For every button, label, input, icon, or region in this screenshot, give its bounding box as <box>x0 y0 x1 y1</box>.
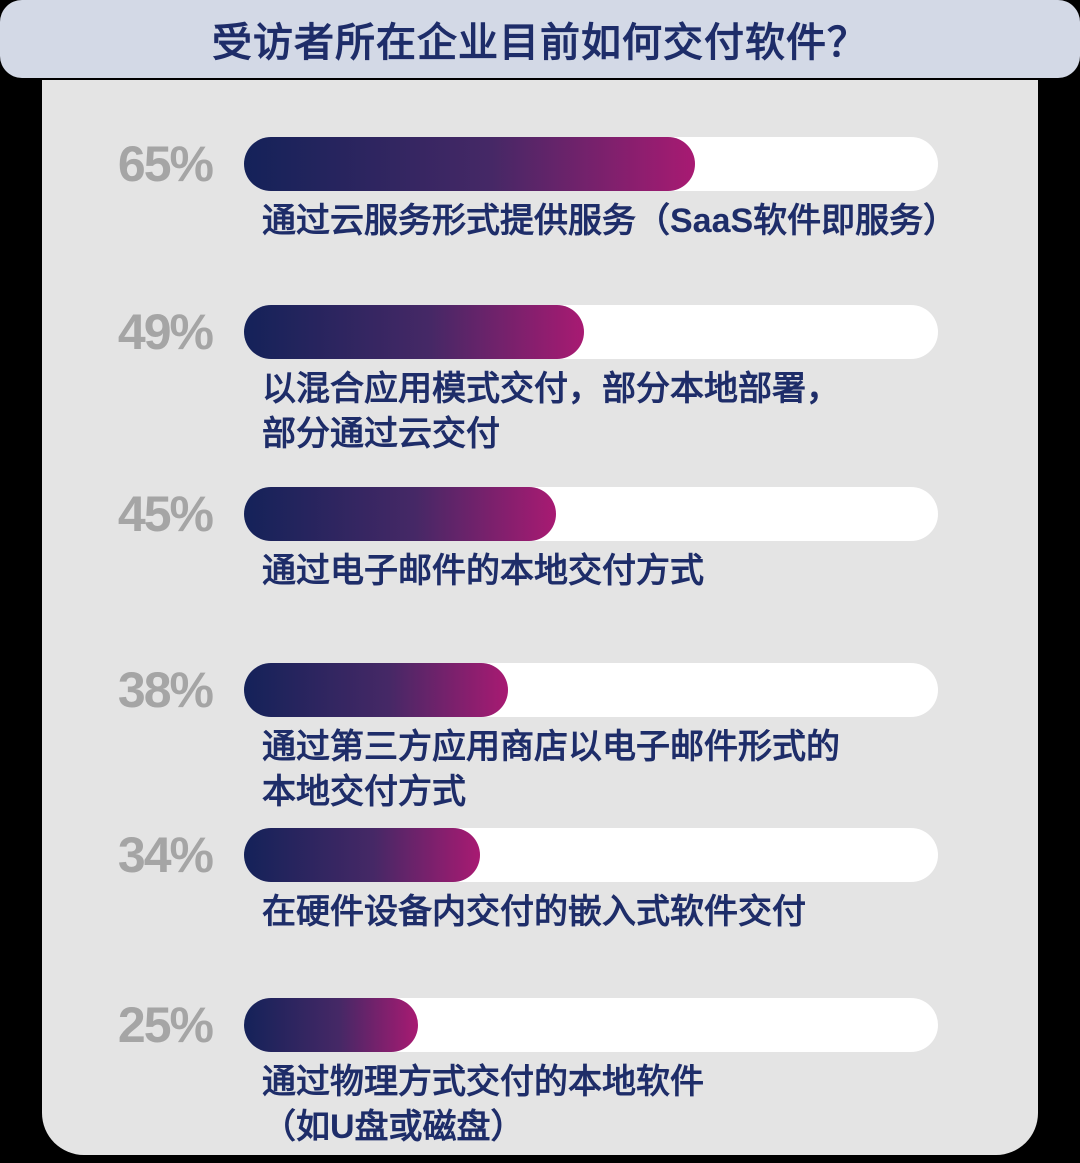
bar-label: 以混合应用模式交付，部分本地部署， 部分通过云交付 <box>262 370 840 453</box>
percent-value: 25% <box>117 997 214 1053</box>
chart-body-card: 65% 通过云服务形式提供服务（SaaS软件即服务） 49% 以混合应用模式交付… <box>42 80 1038 1155</box>
bar-label: 通过电子邮件的本地交付方式 <box>262 552 704 590</box>
bar-fill <box>244 828 480 882</box>
percent-value: 38% <box>117 662 214 718</box>
bar-label: 在硬件设备内交付的嵌入式软件交付 <box>262 893 806 931</box>
bar-track <box>244 663 938 717</box>
bar-fill <box>244 137 696 191</box>
bar-row: 49% 以混合应用模式交付，部分本地部署， 部分通过云交付 <box>42 305 1038 465</box>
chart-title-bar: 受访者所在企业目前如何交付软件？ <box>0 0 1080 78</box>
bar-track <box>244 137 938 191</box>
bar-row: 34% 在硬件设备内交付的嵌入式软件交付 <box>42 828 1038 988</box>
percent-value: 34% <box>117 827 214 883</box>
bar-fill <box>244 663 508 717</box>
bar-row: 38% 通过第三方应用商店以电子邮件形式的 本地交付方式 <box>42 663 1038 823</box>
bar-track <box>244 487 938 541</box>
bar-track <box>244 828 938 882</box>
bar-fill <box>244 305 585 359</box>
bar-fill <box>244 487 557 541</box>
bar-label: 通过第三方应用商店以电子邮件形式的 本地交付方式 <box>262 728 840 811</box>
bar-row: 45% 通过电子邮件的本地交付方式 <box>42 487 1038 647</box>
bar-label: 通过云服务形式提供服务（SaaS软件即服务） <box>262 202 958 240</box>
bar-row: 65% 通过云服务形式提供服务（SaaS软件即服务） <box>42 137 1038 297</box>
bar-track <box>244 305 938 359</box>
bar-row: 25% 通过物理方式交付的本地软件 （如U盘或磁盘） <box>42 998 1038 1158</box>
percent-value: 65% <box>117 136 214 192</box>
percent-value: 49% <box>117 304 214 360</box>
percent-value: 45% <box>117 486 214 542</box>
bar-fill <box>244 998 418 1052</box>
bar-track <box>244 998 938 1052</box>
bar-label: 通过物理方式交付的本地软件 （如U盘或磁盘） <box>262 1063 704 1146</box>
chart-title: 受访者所在企业目前如何交付软件？ <box>212 21 868 65</box>
